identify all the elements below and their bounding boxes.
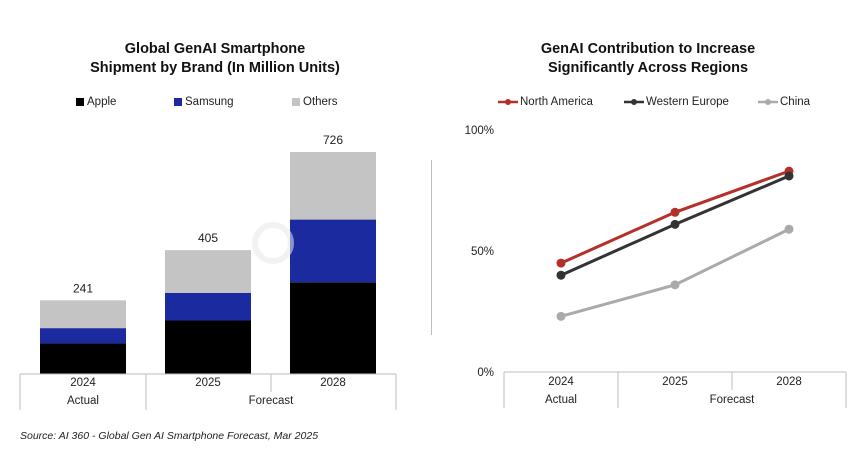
line-chart-title-line-1: GenAI Contribution to Increase	[540, 41, 756, 57]
bar-chart-title: Global GenAI Smartphone Shipment by Bran…	[0, 40, 430, 78]
legend-swatch-western-europe	[624, 99, 644, 105]
bar-group-label-forecast: Forecast	[249, 395, 295, 407]
bar-apple-2024	[40, 343, 126, 374]
line-point-china-2024	[556, 311, 566, 321]
source-note: Source: AI 360 - Global Gen AI Smartphon…	[20, 430, 319, 442]
bar-x-tick-2025: 2025	[195, 377, 221, 389]
bar-others-2024	[40, 300, 126, 329]
bar-total-label-2028: 726	[323, 133, 343, 147]
bar-chart-legend: Apple Samsung Others	[76, 96, 338, 108]
legend-label-china: China	[780, 96, 811, 108]
bar-total-label-2024: 241	[73, 281, 93, 295]
line-point-western-europe-2024	[556, 270, 566, 280]
legend-swatch-samsung	[174, 98, 182, 106]
bar-chart-title-line-1: Global GenAI Smartphone	[124, 41, 306, 57]
legend-item-others: Others	[292, 96, 338, 108]
line-group-label-forecast: Forecast	[710, 394, 756, 406]
legend-label-apple: Apple	[87, 96, 117, 108]
line-chart-title-line-2: Significantly Across Regions	[547, 60, 749, 76]
line-point-north-america-2024	[556, 258, 566, 268]
line-x-tick-2024: 2024	[548, 376, 574, 388]
line-chart-title: GenAI Contribution to Increase Significa…	[440, 40, 856, 78]
line-y-tick-0: 0%	[477, 367, 494, 379]
line-x-tick-2025: 2025	[662, 376, 688, 388]
line-group-label-actual: Actual	[545, 394, 577, 406]
legend-swatch-north-america	[498, 99, 518, 105]
legend-item-north-america: North America	[498, 96, 624, 108]
legend-item-china: China	[758, 96, 810, 108]
bar-apple-2028	[290, 282, 376, 374]
line-chart-plot: 0% 50% 100% 2024 2025 2028 Actual Forecast	[465, 125, 847, 408]
panel-divider	[431, 160, 432, 335]
bar-others-2028	[290, 152, 376, 220]
line-point-western-europe-2025	[670, 219, 680, 229]
line-point-china-2025	[670, 280, 680, 290]
line-chart-legend: North America Western Europe China	[498, 96, 810, 108]
legend-label-north-america: North America	[520, 96, 593, 108]
bar-apple-2025	[165, 320, 251, 374]
bar-x-tick-2024: 2024	[70, 377, 96, 389]
legend-label-western-europe: Western Europe	[646, 96, 729, 108]
line-chart-panel: GenAI Contribution to Increase Significa…	[440, 0, 856, 420]
legend-swatch-china	[758, 99, 778, 105]
bar-others-2025	[165, 250, 251, 293]
line-point-china-2028	[784, 224, 794, 234]
legend-swatch-apple	[76, 98, 84, 106]
legend-item-samsung: Samsung	[174, 96, 292, 108]
bar-chart-panel: Global GenAI Smartphone Shipment by Bran…	[0, 0, 430, 420]
bar-x-tick-2028: 2028	[320, 377, 346, 389]
legend-label-samsung: Samsung	[185, 96, 234, 108]
line-point-north-america-2025	[670, 207, 680, 217]
bar-samsung-2025	[165, 292, 251, 321]
line-y-tick-50: 50%	[471, 246, 494, 258]
line-x-tick-2028: 2028	[776, 376, 802, 388]
bar-chart-plot: 241 405 726 2024 2025 2028 Actual Forecast	[19, 133, 397, 410]
bar-chart-title-line-2: Shipment by Brand (In Million Units)	[90, 60, 340, 76]
line-y-tick-100: 100%	[465, 125, 494, 137]
bar-group-label-actual: Actual	[67, 395, 99, 407]
line-series-china	[560, 227, 790, 318]
watermark-logo-icon	[252, 222, 294, 264]
legend-swatch-others	[292, 98, 300, 106]
line-point-western-europe-2028	[784, 171, 794, 181]
line-series-north-america	[560, 169, 790, 265]
legend-item-western-europe: Western Europe	[624, 96, 758, 108]
bar-samsung-2028	[290, 219, 376, 283]
legend-label-others: Others	[303, 96, 338, 108]
bar-total-label-2025: 405	[198, 231, 218, 245]
legend-item-apple: Apple	[76, 96, 174, 108]
bar-samsung-2024	[40, 328, 126, 344]
